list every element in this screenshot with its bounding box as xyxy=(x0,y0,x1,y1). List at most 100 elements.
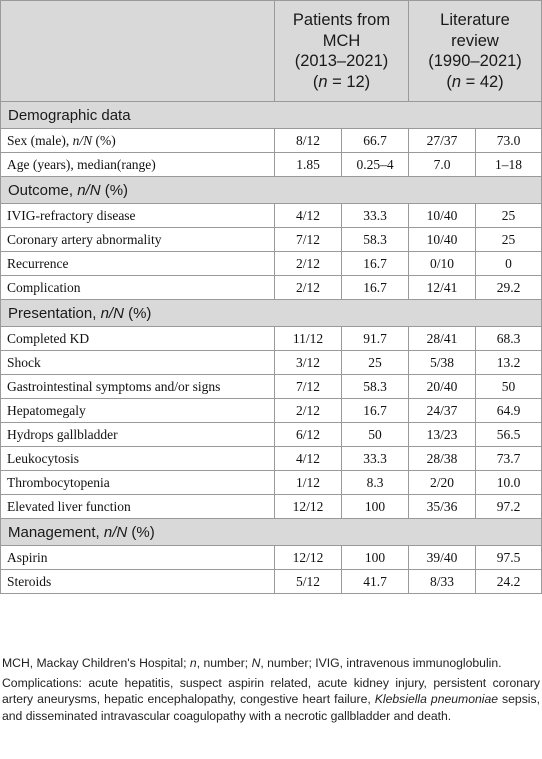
header-literature: Literature review (1990–2021) (n = 42) xyxy=(407,0,542,102)
value-cell: 56.5 xyxy=(474,422,542,447)
footnote-complications: Complications: acute hepatitis, suspect … xyxy=(2,675,540,723)
value-cell: 33.3 xyxy=(341,203,409,228)
table-row: Complication 2/12 16.7 12/41 29.2 xyxy=(0,275,542,300)
value-cell: 13/23 xyxy=(408,422,476,447)
value-cell: 28/41 xyxy=(408,326,476,351)
value-cell: 25 xyxy=(474,227,542,252)
value-cell: 58.3 xyxy=(341,374,409,399)
value-cell: 16.7 xyxy=(341,398,409,423)
value-cell: 24/37 xyxy=(408,398,476,423)
value-cell: 16.7 xyxy=(341,251,409,276)
value-cell: 58.3 xyxy=(341,227,409,252)
value-cell: 0 xyxy=(474,251,542,276)
value-cell: 28/38 xyxy=(408,446,476,471)
footnote-abbreviations: MCH, Mackay Children's Hospital; n, numb… xyxy=(2,656,502,670)
section-header-row: Management, n/N (%) xyxy=(0,518,542,546)
section-title: Management, n/N (%) xyxy=(0,518,542,546)
table-row: IVIG-refractory disease 4/12 33.3 10/40 25 xyxy=(0,203,542,228)
value-cell: 8/12 xyxy=(274,128,342,153)
value-cell: 64.9 xyxy=(474,398,542,423)
table-row: Recurrence 2/12 16.7 0/10 0 xyxy=(0,251,542,276)
row-label: Leukocytosis xyxy=(0,446,275,471)
value-cell: 3/12 xyxy=(274,350,342,375)
value-cell: 16.7 xyxy=(341,275,409,300)
row-label: Coronary artery abnormality xyxy=(0,227,275,252)
section-title: Demographic data xyxy=(0,101,542,129)
value-cell: 10/40 xyxy=(408,227,476,252)
table-row: Elevated liver function 12/12 100 35/36 97.2 xyxy=(0,494,542,519)
value-cell: 29.2 xyxy=(474,275,542,300)
value-cell: 73.0 xyxy=(474,128,542,153)
value-cell: 13.2 xyxy=(474,350,542,375)
row-label: Shock xyxy=(0,350,275,375)
row-label: Elevated liver function xyxy=(0,494,275,519)
value-cell: 39/40 xyxy=(408,545,476,570)
row-label: Hydrops gallbladder xyxy=(0,422,275,447)
value-cell: 11/12 xyxy=(274,326,342,351)
table-row: Shock 3/12 25 5/38 13.2 xyxy=(0,350,542,375)
value-cell: 1–18 xyxy=(474,152,542,177)
value-cell: 2/20 xyxy=(408,470,476,495)
value-cell: 25 xyxy=(474,203,542,228)
value-cell: 97.2 xyxy=(474,494,542,519)
value-cell: 4/12 xyxy=(274,446,342,471)
value-cell: 8.3 xyxy=(341,470,409,495)
value-cell: 0/10 xyxy=(408,251,476,276)
value-cell: 35/36 xyxy=(408,494,476,519)
value-cell: 2/12 xyxy=(274,275,342,300)
value-cell: 2/12 xyxy=(274,398,342,423)
value-cell: 4/12 xyxy=(274,203,342,228)
value-cell: 5/38 xyxy=(408,350,476,375)
table-row: Age (years), median(range) 1.85 0.25–4 7.0 1… xyxy=(0,152,542,177)
table-row: Coronary artery abnormality 7/12 58.3 10/40… xyxy=(0,227,542,252)
value-cell: 91.7 xyxy=(341,326,409,351)
table-body: Demographic data Sex (male), n/N (%) 8/12 6… xyxy=(0,101,542,594)
row-label: Aspirin xyxy=(0,545,275,570)
row-label: Sex (male), n/N (%) xyxy=(0,128,275,153)
value-cell: 0.25–4 xyxy=(341,152,409,177)
row-label: Complication xyxy=(0,275,275,300)
row-label: IVIG-refractory disease xyxy=(0,203,275,228)
header-row: Patients from MCH (2013–2021) (n = 12) L… xyxy=(0,0,542,102)
row-label: Completed KD xyxy=(0,326,275,351)
value-cell: 27/37 xyxy=(408,128,476,153)
value-cell: 73.7 xyxy=(474,446,542,471)
value-cell: 1.85 xyxy=(274,152,342,177)
table-row: Leukocytosis 4/12 33.3 28/38 73.7 xyxy=(0,446,542,471)
value-cell: 41.7 xyxy=(341,569,409,594)
section-header-row: Outcome, n/N (%) xyxy=(0,176,542,204)
table-row: Sex (male), n/N (%) 8/12 66.7 27/37 73.0 xyxy=(0,128,542,153)
section-title: Presentation, n/N (%) xyxy=(0,299,542,327)
value-cell: 50 xyxy=(474,374,542,399)
header-mch: Patients from MCH (2013–2021) (n = 12) xyxy=(274,0,409,102)
row-label: Thrombocytopenia xyxy=(0,470,275,495)
value-cell: 33.3 xyxy=(341,446,409,471)
value-cell: 20/40 xyxy=(408,374,476,399)
value-cell: 10/40 xyxy=(408,203,476,228)
row-label: Steroids xyxy=(0,569,275,594)
value-cell: 7/12 xyxy=(274,374,342,399)
value-cell: 2/12 xyxy=(274,251,342,276)
row-label: Gastrointestinal symptoms and/or signs xyxy=(0,374,275,399)
section-header-row: Presentation, n/N (%) xyxy=(0,299,542,327)
value-cell: 100 xyxy=(341,545,409,570)
section-title: Outcome, n/N (%) xyxy=(0,176,542,204)
table-row: Hydrops gallbladder 6/12 50 13/23 56.5 xyxy=(0,422,542,447)
table-row: Gastrointestinal symptoms and/or signs 7/… xyxy=(0,374,542,399)
value-cell: 10.0 xyxy=(474,470,542,495)
value-cell: 1/12 xyxy=(274,470,342,495)
table-row: Thrombocytopenia 1/12 8.3 2/20 10.0 xyxy=(0,470,542,495)
value-cell: 66.7 xyxy=(341,128,409,153)
row-label: Recurrence xyxy=(0,251,275,276)
row-label: Age (years), median(range) xyxy=(0,152,275,177)
header-corner xyxy=(0,0,275,102)
value-cell: 50 xyxy=(341,422,409,447)
value-cell: 6/12 xyxy=(274,422,342,447)
value-cell: 100 xyxy=(341,494,409,519)
table-row: Aspirin 12/12 100 39/40 97.5 xyxy=(0,545,542,570)
row-label: Hepatomegaly xyxy=(0,398,275,423)
section-header-row: Demographic data xyxy=(0,101,542,129)
table-row: Hepatomegaly 2/12 16.7 24/37 64.9 xyxy=(0,398,542,423)
value-cell: 24.2 xyxy=(474,569,542,594)
value-cell: 7/12 xyxy=(274,227,342,252)
